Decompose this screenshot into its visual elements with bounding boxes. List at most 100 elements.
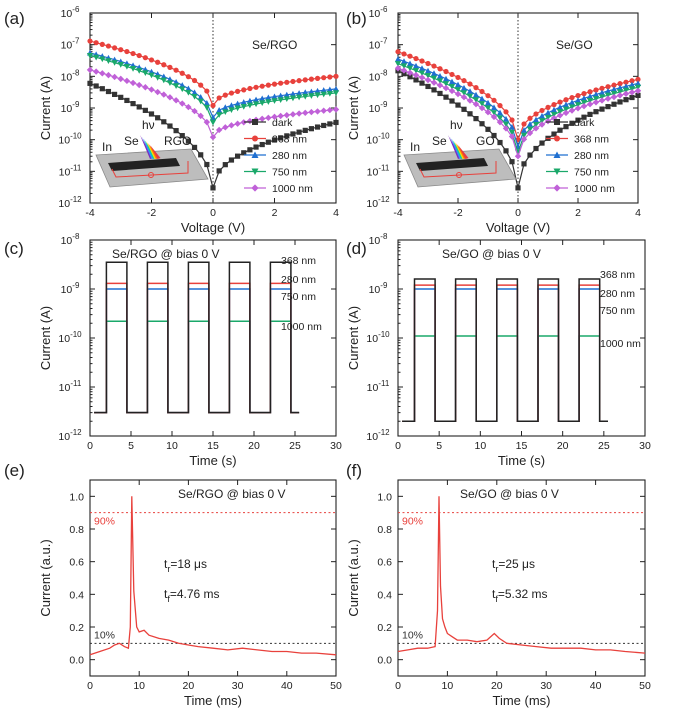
data-point (265, 99, 272, 105)
y-tick-label: 0.2 (377, 622, 392, 634)
data-point (478, 95, 486, 102)
reference-label: 10% (402, 629, 423, 641)
data-point (320, 107, 327, 114)
data-point (161, 62, 167, 68)
y-tick-label: 10-11 (59, 163, 82, 178)
data-point (454, 81, 462, 88)
data-point (160, 77, 167, 84)
condition-label: Se/GO @ bias 0 V (442, 247, 541, 261)
data-point (295, 110, 303, 117)
y-tick-label: 0.6 (69, 557, 84, 569)
data-point (222, 104, 229, 110)
data-point (203, 118, 211, 126)
data-point (253, 84, 259, 90)
x-tick-label: 5 (128, 440, 134, 452)
data-point (454, 90, 462, 98)
data-point (283, 91, 290, 98)
x-tick-label: 50 (330, 680, 342, 692)
legend-label: 1000 nm (272, 183, 313, 195)
legend-label: 368 nm (574, 134, 609, 146)
data-point (556, 109, 564, 115)
x-tick-label: 10 (442, 680, 454, 692)
y-tick-label: 10-9 (61, 100, 80, 115)
data-point (449, 71, 455, 78)
inset-label-hv: hν (450, 118, 463, 132)
channel-strip (108, 158, 180, 171)
data-point (580, 95, 588, 101)
data-point (461, 106, 467, 112)
data-point (418, 74, 426, 81)
data-point (605, 84, 611, 90)
y-tick-exponent: -7 (72, 37, 80, 46)
legend-label: 1000 nm (574, 183, 615, 195)
data-point (503, 148, 509, 154)
y-tick-exponent: -8 (380, 232, 388, 241)
channel-strip (416, 158, 488, 171)
data-point (395, 49, 401, 55)
data-point (622, 87, 630, 94)
y-tick-label: 0.4 (377, 589, 392, 601)
data-point (467, 81, 473, 87)
data-point (400, 67, 408, 74)
series-368-nm (402, 278, 608, 422)
data-point (118, 47, 124, 53)
legend-marker (554, 119, 560, 125)
data-point (491, 97, 497, 103)
x-tick-label: 0 (395, 440, 401, 452)
data-point (616, 92, 624, 99)
y-tick-exponent: -9 (380, 100, 388, 109)
data-point (99, 70, 106, 77)
x-tick-label: 2 (575, 207, 581, 219)
y-axis-label: Current (A) (38, 306, 53, 370)
data-point (87, 38, 93, 44)
data-point (622, 83, 630, 89)
data-point (401, 71, 407, 77)
fall-time-label: tf=5.32 ms (492, 587, 548, 604)
data-point (210, 185, 216, 191)
data-point (616, 84, 624, 91)
data-point (479, 88, 485, 95)
data-point (136, 68, 143, 74)
data-point (197, 112, 204, 120)
data-point (562, 101, 570, 108)
legend-label: dark (272, 117, 293, 129)
data-point (204, 88, 210, 94)
data-point (557, 99, 563, 105)
data-point (240, 119, 247, 126)
data-point (484, 99, 492, 106)
y-tick-label: 10-8 (369, 68, 388, 83)
legend-entry: 1000 nm (546, 183, 615, 195)
x-tick-label: 40 (590, 680, 602, 692)
data-point (326, 90, 333, 97)
data-point (623, 97, 629, 103)
panel-letter: (d) (346, 239, 367, 258)
condition-label: Se/RGO @ bias 0 V (112, 247, 220, 261)
legend-entry: dark (546, 117, 595, 129)
data-point (448, 78, 456, 85)
data-point (235, 153, 241, 159)
legend-entry: 750 nm (244, 167, 307, 179)
sample-label: Se/GO (556, 38, 593, 52)
data-point (129, 65, 137, 72)
legend-marker (251, 184, 259, 192)
data-point (580, 100, 588, 106)
data-point (240, 99, 247, 105)
x-tick-label: 0 (87, 680, 93, 692)
data-point (544, 114, 552, 121)
data-point (448, 87, 456, 95)
y-tick-label: 10-8 (369, 232, 388, 247)
data-point (259, 95, 266, 102)
x-tick-label: -2 (453, 207, 462, 219)
x-tick-label: 30 (330, 440, 342, 452)
data-point (215, 126, 223, 134)
data-point (302, 89, 309, 96)
fall-subscript: f (495, 594, 498, 604)
data-point (277, 92, 284, 99)
data-point (604, 92, 612, 99)
series-368-nm (94, 261, 300, 414)
data-point (443, 68, 449, 75)
legend-entry: 1000 nm (244, 183, 313, 195)
data-point (497, 139, 503, 146)
data-point (593, 109, 599, 115)
